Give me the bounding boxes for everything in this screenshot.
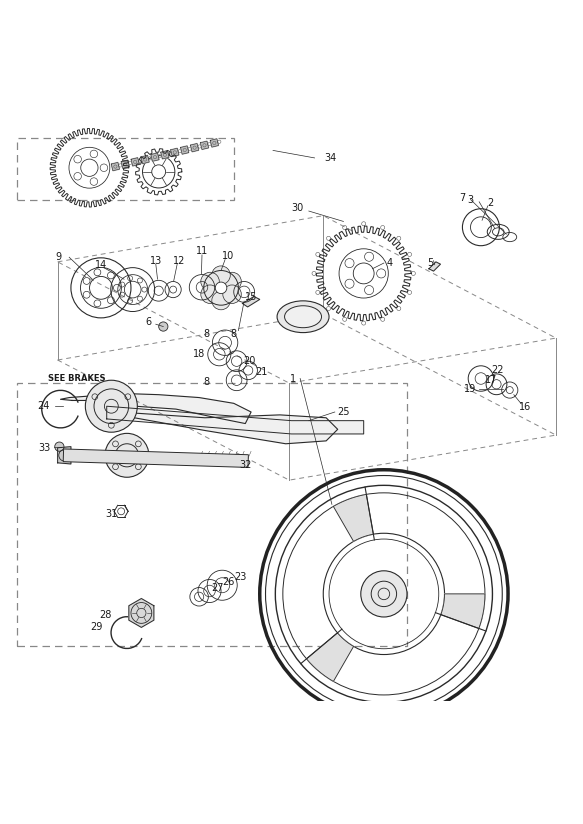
Bar: [17, 383, 407, 646]
Polygon shape: [58, 447, 71, 464]
Polygon shape: [307, 633, 353, 681]
Text: 21: 21: [255, 367, 268, 377]
Circle shape: [212, 292, 230, 310]
Circle shape: [237, 456, 245, 463]
Text: 20: 20: [244, 356, 256, 366]
Text: 11: 11: [196, 246, 208, 256]
Text: 28: 28: [99, 611, 112, 620]
Polygon shape: [210, 138, 219, 147]
Text: 4: 4: [387, 258, 393, 268]
Text: 10: 10: [222, 251, 234, 261]
Text: 5: 5: [427, 258, 433, 268]
Text: 8: 8: [203, 329, 209, 339]
Text: 14: 14: [95, 260, 107, 269]
Text: 34: 34: [325, 153, 337, 163]
Text: 15: 15: [245, 292, 257, 302]
Text: 12: 12: [173, 255, 185, 265]
Circle shape: [212, 266, 230, 284]
Text: 1: 1: [290, 373, 296, 383]
Polygon shape: [111, 162, 120, 171]
Text: 7: 7: [459, 194, 465, 204]
Text: SEE BRAKES: SEE BRAKES: [48, 374, 106, 383]
Polygon shape: [441, 594, 485, 629]
Polygon shape: [141, 156, 149, 164]
Polygon shape: [131, 157, 139, 166]
Text: 23: 23: [234, 572, 247, 582]
Ellipse shape: [285, 306, 322, 328]
Text: 24: 24: [37, 401, 50, 411]
Circle shape: [85, 380, 138, 433]
Circle shape: [55, 442, 64, 452]
Polygon shape: [333, 494, 373, 541]
Circle shape: [223, 285, 241, 303]
Text: 13: 13: [150, 255, 162, 265]
Text: 29: 29: [91, 622, 103, 632]
Polygon shape: [151, 153, 159, 162]
Text: 9: 9: [55, 252, 61, 262]
Polygon shape: [181, 146, 189, 154]
Polygon shape: [243, 297, 260, 307]
Text: 8: 8: [231, 329, 237, 339]
Circle shape: [201, 272, 219, 291]
Polygon shape: [61, 394, 251, 424]
Circle shape: [159, 322, 168, 331]
Text: 32: 32: [239, 460, 251, 471]
Circle shape: [201, 285, 219, 303]
Text: 2: 2: [487, 198, 494, 208]
Text: 22: 22: [491, 365, 503, 376]
Polygon shape: [89, 406, 338, 444]
Circle shape: [223, 272, 241, 291]
Text: 17: 17: [484, 375, 497, 386]
Circle shape: [361, 571, 407, 617]
Text: 6: 6: [145, 317, 152, 327]
Text: 33: 33: [38, 442, 51, 453]
Circle shape: [105, 433, 149, 477]
Text: 25: 25: [337, 407, 350, 417]
Text: 16: 16: [519, 402, 532, 412]
Polygon shape: [171, 148, 179, 157]
Text: 30: 30: [291, 204, 303, 213]
Circle shape: [215, 282, 227, 293]
Text: 27: 27: [211, 583, 224, 593]
Text: 8: 8: [203, 377, 209, 387]
Text: 3: 3: [468, 194, 473, 204]
Polygon shape: [161, 151, 169, 159]
Bar: [17, 138, 234, 199]
Polygon shape: [201, 141, 209, 149]
Polygon shape: [429, 262, 441, 271]
Text: 19: 19: [465, 384, 477, 394]
Ellipse shape: [277, 301, 329, 333]
Text: 31: 31: [105, 509, 117, 519]
Polygon shape: [129, 598, 154, 627]
Polygon shape: [191, 143, 199, 152]
FancyArrow shape: [63, 449, 248, 467]
Text: 18: 18: [193, 349, 205, 359]
Polygon shape: [121, 160, 129, 168]
Polygon shape: [107, 406, 364, 434]
Text: 26: 26: [222, 578, 234, 588]
